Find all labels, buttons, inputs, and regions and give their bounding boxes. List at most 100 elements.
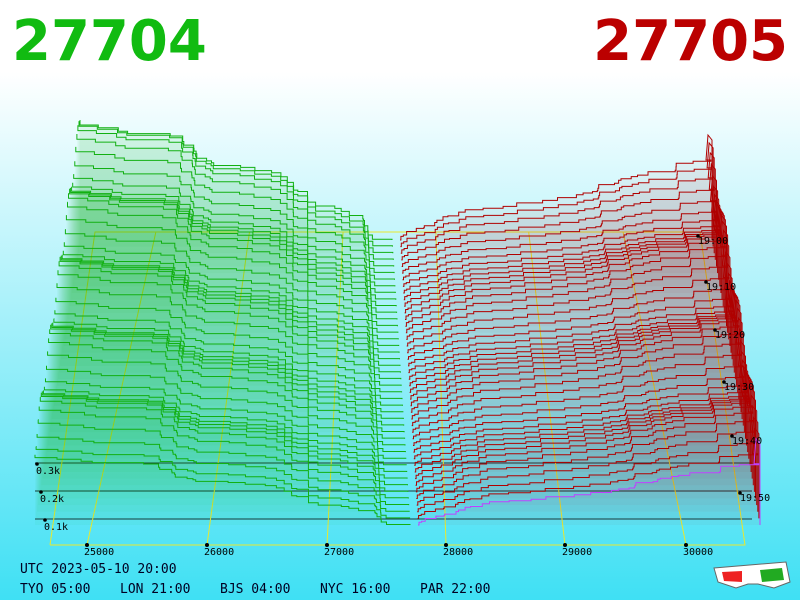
bid-curve	[76, 134, 394, 260]
price-label: 29000	[562, 547, 592, 558]
price-label: 26000	[204, 547, 234, 558]
ask-curve	[412, 339, 745, 433]
price-label: 25000	[84, 547, 114, 558]
ask-curve	[416, 394, 756, 499]
bid-curve	[57, 270, 402, 380]
ask-curve	[409, 289, 738, 387]
bid-curve	[49, 329, 405, 433]
ask-curve	[413, 365, 749, 453]
ask-curve	[400, 141, 714, 248]
depth-dot	[39, 490, 43, 494]
price-grid-line	[206, 231, 250, 546]
bid-curve	[63, 242, 399, 340]
ask-curve	[409, 291, 739, 393]
depth-label: 0.2k	[40, 494, 64, 505]
bid-curve	[52, 322, 404, 413]
time-label: 19:30	[724, 382, 754, 393]
zone-time: BJS 04:00	[220, 582, 290, 597]
bid-curve	[71, 186, 396, 293]
ask-curve	[400, 151, 715, 254]
bid-curve	[50, 324, 405, 426]
time-dot	[722, 380, 726, 384]
bid-curve	[53, 318, 403, 406]
zone-time: LON 21:00	[120, 582, 190, 597]
ask-price: 27705	[593, 9, 788, 74]
price-dot	[684, 543, 688, 547]
bid-curve	[78, 121, 393, 247]
ask-curve	[402, 199, 721, 287]
ask-curve	[410, 307, 742, 413]
ask-curve	[410, 294, 740, 400]
ask-curve	[411, 327, 744, 427]
bid-curve	[79, 120, 393, 240]
time-label: 19:10	[706, 282, 736, 293]
bid-curve	[46, 365, 406, 453]
ask-curve	[403, 203, 722, 294]
depth-label: 0.3k	[36, 466, 60, 477]
utc-time: UTC 2023-05-10 20:00	[20, 562, 177, 577]
time-label: 19:00	[698, 236, 728, 247]
bid-curve	[62, 250, 400, 346]
ask-curve	[416, 404, 758, 506]
time-dot	[696, 234, 700, 238]
bid-curve	[59, 256, 401, 366]
depth-curves	[34, 120, 761, 526]
time-dot	[738, 491, 742, 495]
zone-time: TYO 05:00	[20, 582, 90, 597]
bid-curve	[75, 146, 395, 267]
time-dot	[713, 328, 717, 332]
ask-curve	[418, 437, 761, 526]
price-label: 30000	[683, 547, 713, 558]
ask-curve	[408, 287, 736, 380]
bid-curve	[36, 434, 410, 512]
ask-curve	[417, 416, 759, 513]
ask-curve	[412, 350, 746, 440]
ask-curve	[403, 205, 723, 301]
price-grid-line	[326, 231, 344, 546]
bid-curve	[67, 201, 398, 320]
bid-curve	[42, 390, 408, 472]
bid-curve	[45, 378, 407, 459]
ask-curve	[404, 209, 725, 314]
time-dot	[730, 434, 734, 438]
ask-curve	[413, 369, 750, 460]
bid-curve	[39, 396, 409, 492]
zone-time: NYC 16:00	[320, 582, 390, 597]
price-label: 28000	[443, 547, 473, 558]
bid-curve	[60, 255, 400, 360]
bid-curve	[56, 283, 402, 386]
bid-curve	[37, 419, 410, 506]
ask-curve	[417, 427, 760, 519]
ask-curve	[415, 379, 754, 486]
price-dot	[85, 543, 89, 547]
ask-curve	[411, 316, 743, 420]
bid-curve	[54, 310, 403, 400]
time-label: 19:20	[715, 330, 745, 341]
time-zones: TYO 05:00 LON 21:00 BJS 04:00 NYC 16:00 PAR …	[20, 582, 490, 597]
ask-curve	[414, 371, 751, 466]
price-dot	[205, 543, 209, 547]
bid-curve	[61, 254, 400, 353]
price-grid-line	[435, 231, 447, 546]
price-dot	[444, 543, 448, 547]
ask-curve	[405, 213, 726, 320]
time-label: 19:50	[740, 493, 770, 504]
ask-curve	[408, 284, 735, 374]
axis-labels: 0.3k 0.2k 0.1k 25000 26000 27000 28000 29000 300…	[35, 234, 770, 558]
ask-curve	[404, 207, 724, 307]
bid-curve	[58, 261, 401, 373]
time-label: 19:40	[732, 436, 762, 447]
bid-curve	[64, 229, 399, 333]
bid-curve	[74, 161, 395, 274]
ask-curve	[401, 174, 717, 267]
depth-dot	[35, 462, 39, 466]
bid-curve	[41, 391, 408, 479]
ask-curve	[408, 279, 734, 367]
ask-curve	[401, 162, 716, 261]
ask-curve	[406, 251, 731, 347]
bid-price: 27704	[12, 9, 207, 74]
bid-curve	[47, 351, 406, 446]
bid-curve	[40, 392, 408, 486]
